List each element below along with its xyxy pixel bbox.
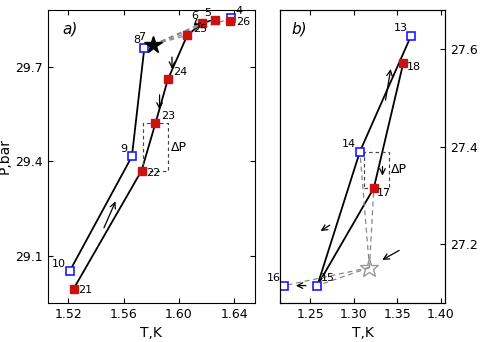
Y-axis label: P,bar: P,bar	[0, 139, 12, 174]
Text: ΔP: ΔP	[170, 141, 186, 154]
Text: 8: 8	[133, 36, 140, 45]
Text: 24: 24	[174, 67, 188, 77]
Text: b): b)	[292, 22, 307, 37]
Text: 26: 26	[236, 17, 250, 27]
Text: 10: 10	[52, 259, 66, 269]
X-axis label: T,K: T,K	[140, 326, 162, 340]
Text: 16: 16	[267, 273, 281, 283]
Text: 6: 6	[192, 11, 198, 21]
Text: 18: 18	[407, 62, 421, 72]
Text: a): a)	[62, 22, 78, 37]
Text: 4: 4	[236, 6, 243, 16]
Text: 21: 21	[78, 285, 92, 295]
Text: 9: 9	[120, 144, 128, 154]
X-axis label: T,K: T,K	[352, 326, 374, 340]
Text: 22: 22	[146, 168, 160, 177]
Text: 7: 7	[138, 32, 145, 42]
Text: 13: 13	[394, 23, 407, 33]
Text: 14: 14	[342, 139, 356, 149]
Text: 23: 23	[161, 111, 175, 121]
Text: 17: 17	[378, 188, 392, 198]
Text: 15: 15	[321, 273, 335, 283]
Text: 25: 25	[193, 24, 207, 34]
Text: 5: 5	[204, 8, 210, 18]
Text: ΔP: ΔP	[391, 163, 407, 176]
